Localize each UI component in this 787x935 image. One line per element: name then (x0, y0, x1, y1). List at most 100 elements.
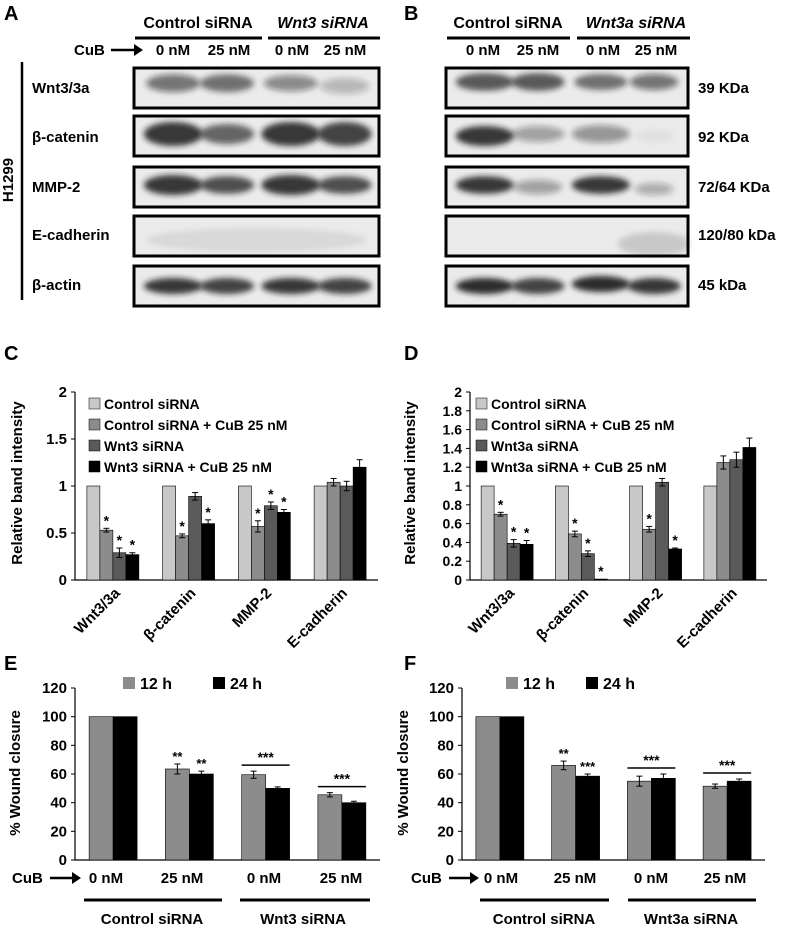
legend-label-24h: 24 h (230, 676, 262, 693)
y-tick-label: 2 (59, 384, 67, 401)
blot-band (513, 179, 563, 195)
y-tick-label: 120 (429, 680, 454, 697)
blot-b-image (444, 66, 691, 308)
blot-b-lane-4: 25 nM (635, 42, 678, 59)
error-bar (636, 775, 643, 787)
error-bar (712, 783, 719, 789)
blot-band (634, 130, 674, 142)
significance-mark: * (268, 486, 274, 502)
panel-a: A Control siRNA Wnt3 siRNA CuB 0 nM 25 n… (0, 3, 381, 308)
blot-row (444, 214, 691, 258)
significance-mark: *** (257, 749, 274, 765)
blot-b-size-3: 72/64 KDa (698, 179, 770, 196)
bar-12-h-0-nm (241, 774, 266, 861)
bar-control-sirna-cub-25-nm-e-cadherin (326, 481, 341, 581)
blot-band (143, 122, 203, 146)
legend-label-control-sirna-cub: Control siRNA + CuB 25 nM (491, 417, 674, 433)
blot-band (143, 278, 203, 294)
error-bar (280, 509, 287, 516)
error-bar (254, 520, 261, 533)
blot-band (143, 175, 203, 195)
error-bar (646, 525, 653, 533)
significance-mark: * (255, 505, 261, 521)
legend-swatch-control-sirna-cub (475, 418, 488, 431)
chart-f-cub-label: CuB (411, 870, 442, 887)
bar-24-h-25-nm (726, 780, 752, 861)
y-tick-label: 40 (50, 795, 67, 812)
blot-a-image (132, 66, 381, 308)
significance-mark: * (511, 524, 517, 540)
panel-letter-c: C (4, 343, 18, 365)
bar-wnt3a-sirna-cub-25-nm-wnt3-3a (519, 543, 534, 581)
error-bar (584, 773, 591, 779)
blot-row (444, 66, 690, 110)
chart-e-group-control: Control siRNA (101, 911, 204, 928)
y-tick-label: 0 (59, 572, 67, 589)
chart-f-xlabel-2: 25 nM (554, 870, 597, 887)
blot-row (444, 165, 690, 209)
error-bar (103, 527, 110, 533)
error-bar (584, 550, 591, 557)
blot-band (200, 124, 255, 144)
blot-band (200, 176, 255, 194)
blot-a-row-2: β-catenin (32, 129, 99, 146)
bar-control-sirna-wnt3-3a (480, 485, 495, 581)
chart-d-ylabel: Relative band intensity (402, 401, 419, 565)
blot-band (261, 175, 321, 195)
blot-a-row-4: E-cadherin (32, 227, 110, 244)
blot-band (627, 278, 681, 294)
bar-24-h-0-nm (651, 777, 676, 861)
error-bar (192, 492, 199, 501)
blot-band (200, 278, 255, 294)
blot-row (132, 66, 381, 110)
blot-a-row-3: MMP-2 (32, 179, 80, 196)
significance-mark: * (179, 518, 185, 534)
bar-control-sirna-cub-25-nm-e-cadherin (716, 462, 731, 581)
y-tick-label: 0.2 (443, 553, 463, 569)
bar-wnt3a-sirna-cub-25-nm-e-cadherin (742, 447, 757, 581)
y-tick-label: 1 (59, 478, 67, 495)
y-tick-label: 100 (42, 709, 67, 726)
legend-swatch-24h (213, 677, 225, 689)
bar-control-sirna-e-cadherin (313, 485, 328, 581)
blot-row (444, 264, 690, 308)
bar-12-h-0-nm (627, 780, 652, 861)
error-bar (659, 477, 666, 487)
blot-b-size-5: 45 kDa (698, 277, 747, 294)
blot-a-lane-4: 25 nM (324, 42, 367, 59)
blot-band (629, 74, 679, 90)
blot-b-group-control: Control siRNA (453, 15, 563, 32)
significance-mark: * (117, 532, 123, 548)
x-tick-label: β-catenin (533, 585, 592, 644)
chart-d-legend: Control siRNA Control siRNA + CuB 25 nM … (475, 396, 674, 475)
bar-24-h-0-nm (265, 788, 290, 861)
chart-f-group-control: Control siRNA (493, 911, 596, 928)
chart-e: % Wound closure 12 h 24 h CuB 0 nM 25 nM… (7, 676, 380, 928)
error-bar (733, 451, 740, 468)
bar-wnt3a-sirna-cub-25-nm-catenin (594, 578, 608, 581)
panel-b: B Control siRNA Wnt3a siRNA 0 nM 25 nM 0… (404, 3, 776, 308)
panel-letter-a: A (4, 3, 18, 25)
bar-wnt3a-sirna-mmp-2 (655, 481, 669, 581)
significance-mark: * (498, 496, 504, 512)
x-tick-label: MMP-2 (620, 585, 666, 631)
error-bar (267, 501, 274, 510)
chart-c: Relative band intensity Control siRNA Co… (9, 384, 378, 652)
legend-swatch-control-sirna-cub (88, 418, 101, 431)
bar-wnt3-sirna-cub-25-nm-wnt3-3a (125, 554, 140, 581)
chart-f-legend: 12 h 24 h (506, 676, 635, 693)
x-tick-label: Wnt3/3a (465, 584, 518, 637)
arrow-icon (111, 44, 143, 56)
blot-band (261, 122, 321, 146)
error-bar (672, 547, 679, 551)
y-tick-label: 20 (50, 823, 67, 840)
y-tick-label: 40 (437, 795, 454, 812)
arrow-icon (449, 872, 479, 884)
bar-12-h-25-nm (317, 794, 343, 861)
chart-e-ylabel: % Wound closure (7, 710, 24, 836)
significance-mark: ** (172, 749, 183, 764)
significance-mark: * (646, 510, 652, 526)
legend-label-24h: 24 h (603, 676, 635, 693)
blot-b-size-2: 92 KDa (698, 129, 750, 146)
